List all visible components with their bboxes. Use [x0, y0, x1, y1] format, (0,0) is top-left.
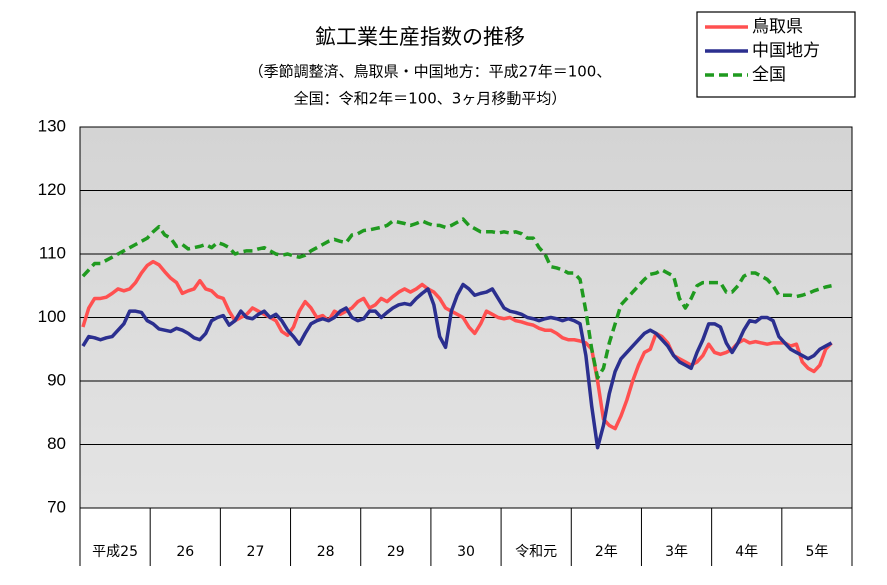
- legend-label: 全国: [752, 65, 786, 85]
- series-line: [81, 282, 833, 450]
- x-tick-label: 4年: [735, 544, 758, 560]
- y-tick-label: 90: [47, 370, 66, 389]
- x-tick-label: 27: [247, 544, 265, 560]
- x-tick-label: 30: [457, 544, 475, 560]
- chart-subtitle: 全国：令和2年＝100、3ヶ月移動平均）: [294, 90, 567, 108]
- chart-title: 鉱工業生産指数の推移: [315, 25, 525, 49]
- series-line: [81, 259, 833, 431]
- x-tick-label: 平成25: [92, 544, 138, 560]
- y-tick-label: 100: [38, 307, 66, 326]
- x-tick-label: 28: [317, 544, 335, 560]
- y-tick-label: 70: [47, 497, 66, 516]
- chart-subtitle: （季節調整済、鳥取県・中国地方：平成27年＝100、: [249, 63, 612, 81]
- x-tick-label: 3年: [665, 544, 688, 560]
- y-tick-label: 130: [38, 116, 66, 135]
- x-tick-label: 29: [387, 544, 405, 560]
- x-tick-label: 26: [176, 544, 194, 560]
- x-tick-label: 5年: [805, 544, 828, 560]
- x-tick-label: 令和元: [515, 544, 557, 560]
- x-tick-label: 2年: [595, 544, 618, 560]
- series-line: [81, 217, 832, 380]
- y-tick-label: 110: [39, 243, 66, 262]
- y-tick-label: 80: [47, 434, 66, 453]
- y-tick-label: 120: [38, 180, 66, 199]
- legend-label: 鳥取県: [752, 17, 803, 37]
- legend-label: 中国地方: [752, 41, 820, 61]
